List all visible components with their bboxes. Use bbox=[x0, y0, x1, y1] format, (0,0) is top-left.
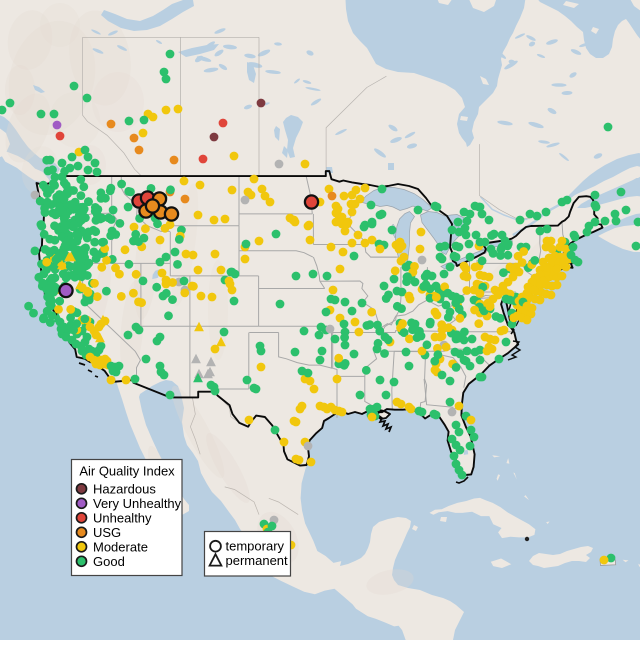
svg-text:Very Unhealthy: Very Unhealthy bbox=[93, 496, 182, 511]
svg-text:Air Quality Index: Air Quality Index bbox=[79, 464, 175, 479]
svg-text:temporary: temporary bbox=[226, 539, 285, 554]
svg-text:Unhealthy: Unhealthy bbox=[93, 510, 152, 525]
svg-text:Hazardous: Hazardous bbox=[93, 481, 156, 496]
svg-text:USG: USG bbox=[93, 525, 121, 540]
svg-text:permanent: permanent bbox=[226, 553, 289, 568]
svg-text:Good: Good bbox=[93, 554, 125, 569]
svg-text:Moderate: Moderate bbox=[93, 539, 148, 554]
